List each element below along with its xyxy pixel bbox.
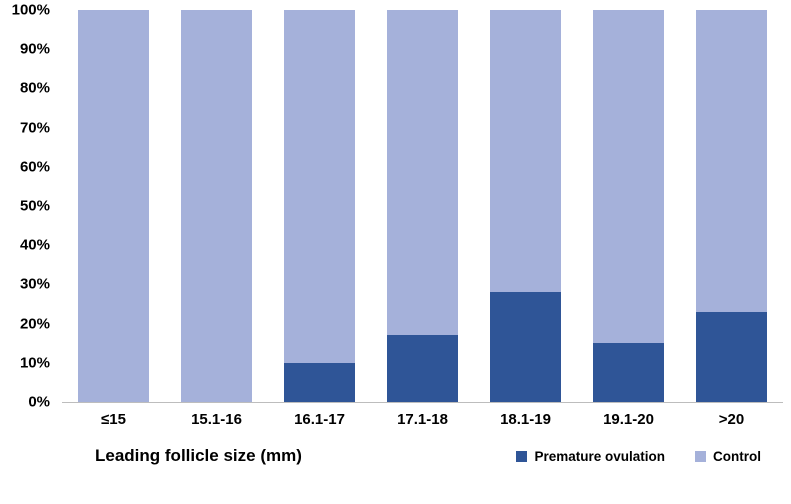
chart-area: 0% 10% 20% 30% 40% 50% 60% 70% 80% 90% 100% — [0, 3, 791, 410]
y-tick-label: 100% — [11, 1, 50, 19]
control-segment — [387, 10, 458, 336]
stacked-bar — [490, 10, 561, 402]
legend-swatch-icon — [695, 450, 706, 462]
control-segment — [490, 10, 561, 293]
control-segment — [78, 10, 149, 402]
legend-label: Premature ovulation — [534, 448, 665, 464]
bar-column — [680, 10, 783, 402]
bar-column — [268, 10, 371, 402]
x-tick-label: 18.1-19 — [500, 410, 551, 428]
y-tick-label: 20% — [19, 315, 50, 333]
stacked-bar — [78, 10, 149, 402]
y-tick-label: 70% — [19, 119, 50, 137]
x-tick-label: 19.1-20 — [603, 410, 654, 428]
control-segment — [284, 10, 355, 363]
x-tick-label: >20 — [718, 410, 745, 428]
y-tick-label: 90% — [19, 40, 50, 58]
control-segment — [593, 10, 664, 344]
premature-ovulation-segment — [284, 362, 355, 402]
y-axis: 0% 10% 20% 30% 40% 50% 60% 70% 80% 90% 100% — [0, 3, 62, 410]
legend-swatch-icon — [516, 450, 528, 462]
y-tick-label: 30% — [19, 275, 50, 293]
x-tick-label: 17.1-18 — [397, 410, 448, 428]
premature-ovulation-segment — [490, 292, 561, 402]
y-tick-label: 50% — [19, 197, 50, 215]
stacked-bar — [696, 10, 767, 402]
y-tick-label: 60% — [19, 158, 50, 176]
bar-column — [577, 10, 680, 402]
y-tick-label: 40% — [19, 236, 50, 254]
premature-ovulation-segment — [593, 343, 664, 402]
stacked-bar — [284, 10, 355, 402]
x-axis: ≤15 15.1-16 16.1-17 17.1-18 18.1-19 19.1-20 >2… — [62, 402, 783, 436]
bar-column — [62, 10, 165, 402]
bar-column — [371, 10, 474, 402]
premature-ovulation-segment — [387, 335, 458, 402]
y-tick-label: 0% — [28, 393, 50, 411]
legend-item: Premature ovulation — [516, 449, 665, 464]
x-axis-title: Leading follicle size (mm) — [95, 446, 302, 465]
chart-footer: Leading follicle size (mm) Premature ovu… — [95, 446, 761, 466]
control-segment — [696, 10, 767, 312]
y-tick-label: 10% — [19, 354, 50, 372]
legend-item: Control — [695, 449, 761, 464]
legend: Premature ovulation Control — [516, 449, 761, 464]
x-tick-label: 16.1-17 — [294, 410, 345, 428]
y-tick-label: 80% — [19, 79, 50, 97]
stacked-bar — [181, 10, 252, 402]
legend-label: Control — [713, 448, 761, 464]
stacked-bar — [593, 10, 664, 402]
bar-column — [474, 10, 577, 402]
stacked-bar — [387, 10, 458, 402]
x-tick-label: 15.1-16 — [191, 410, 242, 428]
x-tick-label: ≤15 — [101, 410, 126, 428]
premature-ovulation-segment — [696, 311, 767, 402]
plot-area — [62, 10, 783, 403]
bar-column — [165, 10, 268, 402]
control-segment — [181, 10, 252, 402]
